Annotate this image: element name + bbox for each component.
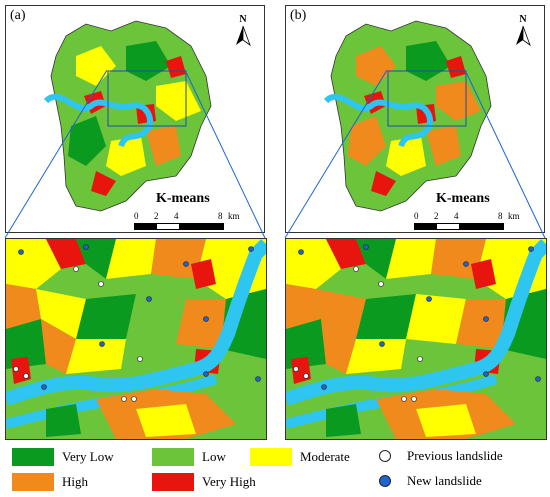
scale-tick-2: 2 [434, 211, 439, 221]
scale-tick-0: 0 [414, 211, 419, 221]
scale-tick-0: 0 [134, 211, 139, 221]
previous-landslide-marker [379, 450, 391, 462]
north-label: N [239, 14, 247, 25]
scale-tick-8: 8 [498, 211, 503, 221]
legend-moderate: Moderate [250, 448, 350, 466]
legend-label-new: New landslide [407, 473, 482, 488]
scale-tick-2: 2 [154, 211, 159, 221]
north-label: N [519, 14, 527, 25]
north-arrow-b: N [512, 14, 534, 47]
legend-very-low: Very Low [12, 448, 114, 466]
scale-unit: km [508, 211, 520, 221]
inset-map-a [5, 238, 267, 440]
legend-label-high: High [62, 474, 88, 489]
panel-label-b: (b) [290, 8, 307, 23]
north-arrow-a: N [232, 14, 254, 47]
map-panel-a: (a) N K-means 0 2 4 8 km [5, 5, 265, 233]
legend-very-high: Very High [152, 473, 256, 491]
inset-map-b [285, 238, 547, 440]
swatch-low [152, 448, 194, 466]
legend-new-landslide: New landslide [363, 473, 482, 489]
legend-label-moderate: Moderate [300, 449, 350, 464]
method-label-b: K-means [436, 191, 490, 206]
scale-tick-4: 4 [174, 211, 179, 221]
study-area-map-b [323, 20, 492, 212]
legend-label-very-high: Very High [202, 474, 256, 489]
legend-high: High [12, 473, 88, 491]
swatch-high [12, 473, 54, 491]
legend-low: Low [152, 448, 226, 466]
north-arrow-icon [516, 25, 531, 47]
legend-previous-landslide: Previous landslide [363, 448, 503, 464]
inset-landslide-map-a [6, 239, 266, 439]
swatch-very-low [12, 448, 54, 466]
scale-unit: km [228, 211, 240, 221]
scale-tick-4: 4 [454, 211, 459, 221]
scale-bar-b: 0 2 4 8 km [414, 211, 534, 230]
swatch-very-high [152, 473, 194, 491]
study-area-map-a [43, 20, 212, 212]
legend-label-previous: Previous landslide [407, 448, 503, 463]
method-label-a: K-means [156, 191, 210, 206]
scale-tick-8: 8 [218, 211, 223, 221]
inset-landslide-map-b [286, 239, 546, 439]
map-panel-b: (b) N K-means 0 2 4 8 km [285, 5, 545, 233]
panel-label-a: (a) [10, 8, 26, 23]
legend: Very Low Low Moderate Previous landslide… [0, 440, 550, 497]
swatch-moderate [250, 448, 292, 466]
legend-label-low: Low [202, 449, 226, 464]
legend-label-very-low: Very Low [62, 449, 114, 464]
north-arrow-icon [236, 25, 251, 47]
scale-bar-a: 0 2 4 8 km [134, 211, 254, 230]
new-landslide-marker [379, 475, 391, 487]
